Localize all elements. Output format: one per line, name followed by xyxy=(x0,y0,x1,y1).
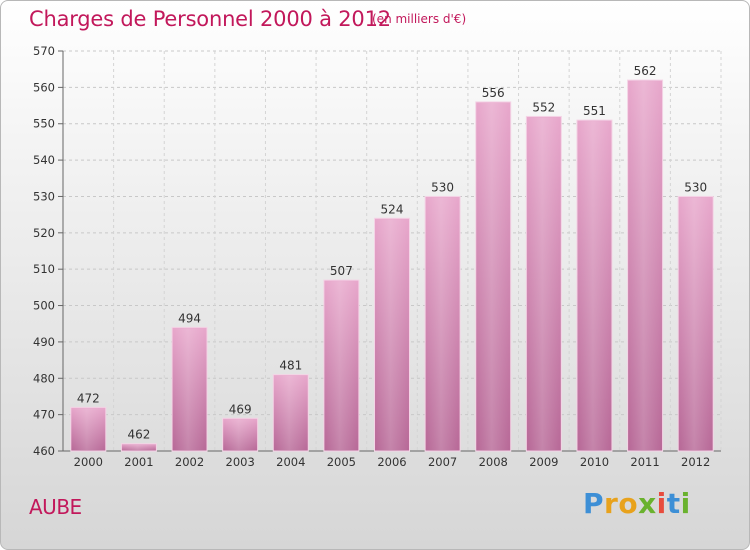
y-tick-label: 460 xyxy=(33,444,55,458)
data-label-2005: 507 xyxy=(330,264,353,278)
x-tick-label-2002: 2002 xyxy=(175,455,204,469)
x-tick-label-2005: 2005 xyxy=(327,455,356,469)
x-tick-label-2003: 2003 xyxy=(226,455,255,469)
proxiti-logo: Proxiti xyxy=(583,487,691,520)
data-label-2000: 472 xyxy=(77,391,100,405)
y-tick-label: 510 xyxy=(33,262,55,276)
y-tick-label: 530 xyxy=(33,189,55,203)
bar-shine xyxy=(680,197,712,450)
data-label-2006: 524 xyxy=(381,202,404,216)
data-label-2012: 530 xyxy=(684,180,707,194)
region-label: AUBE xyxy=(29,495,82,519)
x-tick-label-2011: 2011 xyxy=(630,455,659,469)
x-tick-label-2001: 2001 xyxy=(124,455,153,469)
x-tick-label-2007: 2007 xyxy=(428,455,457,469)
data-label-2009: 552 xyxy=(532,100,555,114)
data-label-2010: 551 xyxy=(583,104,606,118)
bar-shine xyxy=(578,121,610,450)
y-tick-label: 570 xyxy=(33,44,55,58)
bar-shine xyxy=(72,408,104,450)
x-tick-label-2010: 2010 xyxy=(580,455,609,469)
bar-shine xyxy=(477,102,509,450)
y-tick-label: 550 xyxy=(33,117,55,131)
data-label-2002: 494 xyxy=(178,311,201,325)
y-tick-label: 480 xyxy=(33,371,55,385)
x-tick-label-2006: 2006 xyxy=(377,455,406,469)
bar-layer xyxy=(70,79,714,452)
bar-shine xyxy=(427,197,459,450)
data-label-2011: 562 xyxy=(634,64,657,78)
x-tick-label-2012: 2012 xyxy=(681,455,710,469)
data-label-2001: 462 xyxy=(127,428,150,442)
x-tick-label-2000: 2000 xyxy=(74,455,103,469)
data-label-2003: 469 xyxy=(229,402,252,416)
data-label-2004: 481 xyxy=(279,359,302,373)
x-tick-label-2008: 2008 xyxy=(479,455,508,469)
bar-shine xyxy=(275,375,307,450)
data-label-2008: 556 xyxy=(482,86,505,100)
y-tick-label: 470 xyxy=(33,408,55,422)
x-tick-label-2004: 2004 xyxy=(276,455,305,469)
bar-shine xyxy=(224,419,256,450)
chart-subtitle: (en milliers d'€) xyxy=(372,12,467,26)
bar-shine xyxy=(123,444,155,450)
data-label-2007: 530 xyxy=(431,180,454,194)
y-tick-label: 560 xyxy=(33,80,55,94)
chart-title: Charges de Personnel 2000 à 2012 xyxy=(29,7,391,31)
bar-shine xyxy=(528,117,560,451)
label-layer: 472 2000 462 2001 494 2002 469 2003 481 2004 507 20… xyxy=(74,64,711,469)
y-tick-label: 490 xyxy=(33,335,55,349)
y-tick-label: 540 xyxy=(33,153,55,167)
bar-shine xyxy=(376,219,408,450)
y-tick-label: 500 xyxy=(33,299,55,313)
bar-shine xyxy=(174,328,206,450)
y-tick-label: 520 xyxy=(33,226,55,240)
bar-shine xyxy=(325,281,357,450)
bar-shine xyxy=(629,81,661,450)
x-tick-label-2009: 2009 xyxy=(529,455,558,469)
